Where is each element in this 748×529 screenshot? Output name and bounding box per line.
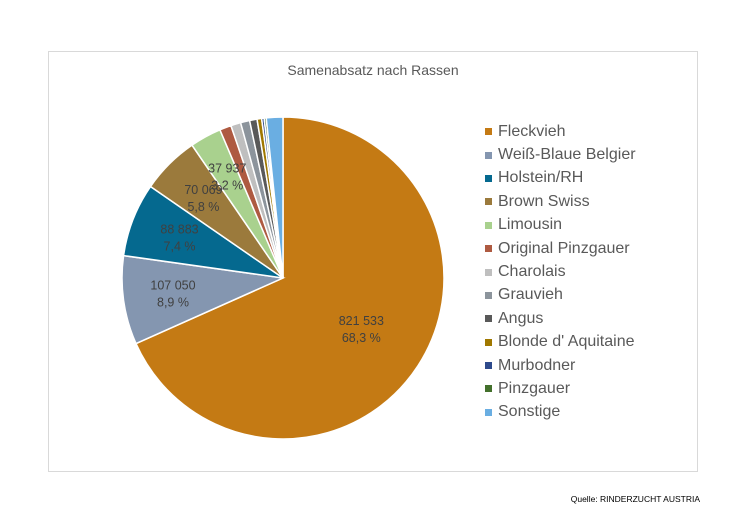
legend-swatch: [485, 385, 492, 393]
legend-item-grauvieh: Grauvieh: [485, 284, 636, 307]
data-label-holstein-rh-percent: 7,4 %: [164, 240, 196, 254]
source-note: Quelle: RINDERZUCHT AUSTRIA: [570, 494, 700, 504]
legend-label: Blonde d' Aquitaine: [498, 333, 635, 351]
pie-slice-sonstige: [265, 116, 284, 279]
legend-item-angus: Angus: [485, 307, 636, 330]
data-label-holstein-rh-value: 88 883: [160, 223, 198, 237]
legend-item-blonde-d-aquitaine: Blonde d' Aquitaine: [485, 331, 636, 354]
legend-swatch: [485, 128, 492, 136]
legend-item-original-pinzgauer: Original Pinzgauer: [485, 237, 636, 260]
legend-swatch: [485, 198, 492, 206]
legend-label: Sonstige: [498, 403, 561, 421]
legend-label: Brown Swiss: [498, 192, 590, 210]
pie-slices: [121, 116, 445, 440]
chart-title: Samenabsatz nach Rassen: [287, 62, 459, 78]
pie-chart: 821 533 68,3 % 107 050 8,9 % 88 883 7,4 % 70 0…: [121, 116, 445, 440]
legend-item-limousin: Limousin: [485, 214, 636, 237]
legend-label: Limousin: [498, 216, 563, 234]
chart-frame: Samenabsatz nach Rassen 821 533 68,3 % 107…: [48, 51, 698, 472]
legend-item-pinzgauer: Pinzgauer: [485, 377, 636, 400]
legend-swatch: [485, 362, 492, 370]
legend-item-brown-swiss: Brown Swiss: [485, 190, 636, 213]
data-label-brown-swiss-value: 70 069: [184, 183, 222, 197]
legend-label: Grauvieh: [498, 286, 563, 304]
legend-swatch: [485, 408, 492, 416]
legend-item-wei-blaue-belgier: Weiß-Blaue Belgier: [485, 143, 636, 166]
legend-item-holstein-rh: Holstein/RH: [485, 167, 636, 190]
legend-item-sonstige: Sonstige: [485, 401, 636, 424]
data-label-wei-blaue-belgier-value: 107 050: [150, 279, 195, 293]
data-label-wei-blaue-belgier-percent: 8,9 %: [157, 296, 189, 310]
pie-slice-wei-blaue-belgier: [121, 254, 286, 345]
legend-label: Charolais: [498, 263, 566, 281]
legend-swatch: [485, 221, 492, 229]
data-label-fleckvieh-value: 821 533: [339, 314, 384, 328]
legend-item-murbodner: Murbodner: [485, 354, 636, 377]
data-label-limousin-value: 37 937: [208, 161, 246, 175]
legend-label: Holstein/RH: [498, 169, 584, 187]
pie-slice-fleckvieh: [134, 116, 445, 440]
legend-swatch: [485, 245, 492, 253]
legend-swatch: [485, 151, 492, 159]
legend-swatch: [485, 174, 492, 182]
legend-label: Pinzgauer: [498, 379, 571, 397]
legend-label: Weiß-Blaue Belgier: [498, 146, 636, 164]
legend-swatch: [485, 268, 492, 276]
data-label-limousin-percent: 3,2 %: [211, 178, 243, 192]
legend-label: Original Pinzgauer: [498, 239, 630, 257]
legend-swatch: [485, 338, 492, 346]
legend-swatch: [485, 291, 492, 299]
legend-label: Murbodner: [498, 356, 576, 374]
legend-swatch: [485, 315, 492, 323]
legend-item-fleckvieh: Fleckvieh: [485, 120, 636, 143]
data-label-fleckvieh-percent: 68,3 %: [342, 331, 381, 345]
legend-item-charolais: Charolais: [485, 260, 636, 283]
legend-label: Angus: [498, 309, 544, 327]
pie-labels: 821 533 68,3 % 107 050 8,9 % 88 883 7,4 % 70 0…: [150, 161, 384, 344]
data-label-brown-swiss-percent: 5,8 %: [187, 200, 219, 214]
legend-label: Fleckvieh: [498, 122, 566, 140]
legend: Fleckvieh Weiß-Blaue Belgier Holstein/RH Br…: [485, 120, 636, 424]
